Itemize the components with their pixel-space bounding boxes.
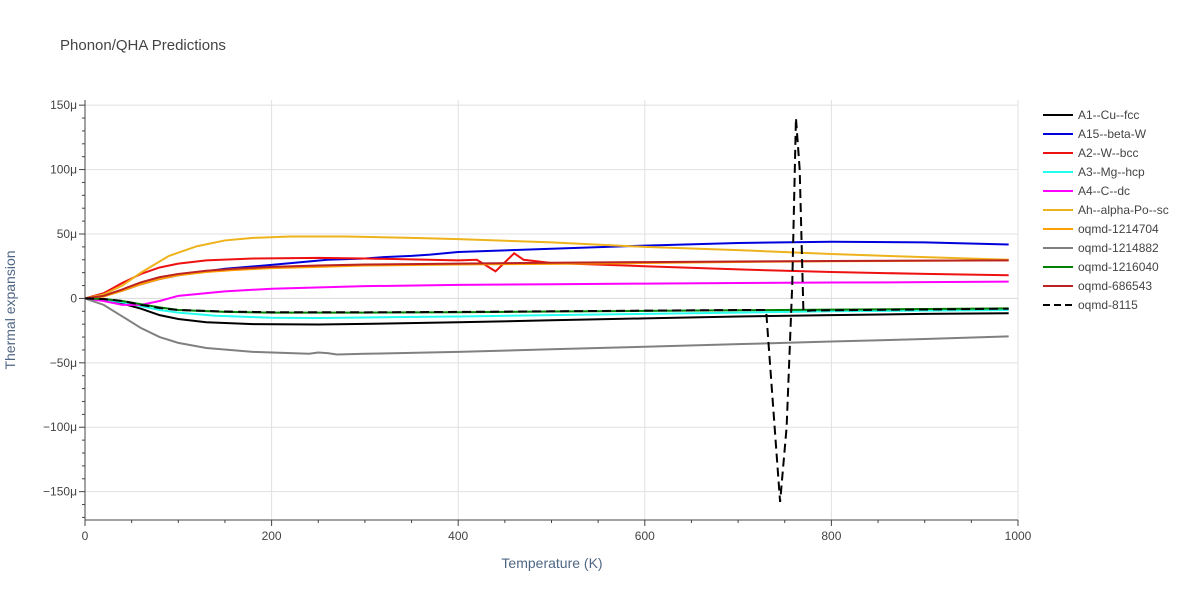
series-line-a4-c-dc <box>85 280 1009 306</box>
legend-item[interactable]: oqmd-686543 <box>1043 279 1152 293</box>
x-tick-label: 1000 <box>1005 529 1032 543</box>
legend-item[interactable]: A4--C--dc <box>1043 184 1130 198</box>
legend-label: Ah--alpha-Po--sc <box>1078 203 1169 217</box>
legend: A1--Cu--fcc A15--beta-W A2--W--bcc A3--Mg--… <box>1043 108 1169 312</box>
legend-item[interactable]: A1--Cu--fcc <box>1043 108 1139 122</box>
legend-label: A2--W--bcc <box>1078 146 1138 160</box>
x-tick-label: 600 <box>635 529 655 543</box>
x-tick-label: 200 <box>262 529 282 543</box>
x-tick-label: 800 <box>821 529 841 543</box>
legend-item[interactable]: A15--beta-W <box>1043 127 1147 141</box>
series-line-oqmd-1214882 <box>85 297 1009 356</box>
legend-label: oqmd-1216040 <box>1078 260 1159 274</box>
series-line-a1-cu-fcc <box>85 297 1009 326</box>
legend-label: A1--Cu--fcc <box>1078 108 1139 122</box>
legend-label: oqmd-8115 <box>1078 298 1138 312</box>
series-line-a2-w-bcc <box>85 252 1009 300</box>
legend-label: oqmd-1214704 <box>1078 222 1159 236</box>
legend-item[interactable]: A3--Mg--hcp <box>1043 165 1145 179</box>
legend-item[interactable]: oqmd-8115 <box>1043 298 1138 312</box>
legend-label: oqmd-686543 <box>1078 279 1152 293</box>
legend-item[interactable]: oqmd-1214882 <box>1043 241 1159 255</box>
x-axis-title: Temperature (K) <box>501 555 602 571</box>
series-line-oqmd-8115 <box>85 117 1009 503</box>
legend-label: A3--Mg--hcp <box>1078 165 1145 179</box>
plot-area <box>85 117 1009 503</box>
series-line-oqmd-1214704 <box>85 259 1009 300</box>
legend-label: A4--C--dc <box>1078 184 1130 198</box>
axes: 0 200 400 600 800 1000 −150μ −100μ −50μ 0 50μ 100μ 1… <box>43 98 1032 543</box>
x-tick-label: 0 <box>82 529 89 543</box>
legend-label: A15--beta-W <box>1078 127 1147 141</box>
y-tick-label: −50μ <box>50 356 77 370</box>
y-tick-label: 0 <box>70 291 77 305</box>
series-line-ah-alpha-po-sc <box>85 235 1009 300</box>
y-tick-label: −150μ <box>43 485 77 499</box>
y-tick-label: 150μ <box>50 98 77 112</box>
legend-item[interactable]: A2--W--bcc <box>1043 146 1138 160</box>
legend-item[interactable]: Ah--alpha-Po--sc <box>1043 203 1169 217</box>
y-tick-label: −100μ <box>43 420 77 434</box>
grid <box>84 100 1019 520</box>
legend-label: oqmd-1214882 <box>1078 241 1159 255</box>
x-tick-label: 400 <box>448 529 468 543</box>
y-tick-label: 100μ <box>50 163 77 177</box>
y-tick-label: 50μ <box>57 227 77 241</box>
legend-item[interactable]: oqmd-1216040 <box>1043 260 1159 274</box>
y-axis-title: Thermal expansion <box>2 250 18 369</box>
series-line-oqmd-686543 <box>85 259 1009 300</box>
chart-title: Phonon/QHA Predictions <box>60 37 226 54</box>
legend-item[interactable]: oqmd-1214704 <box>1043 222 1159 236</box>
